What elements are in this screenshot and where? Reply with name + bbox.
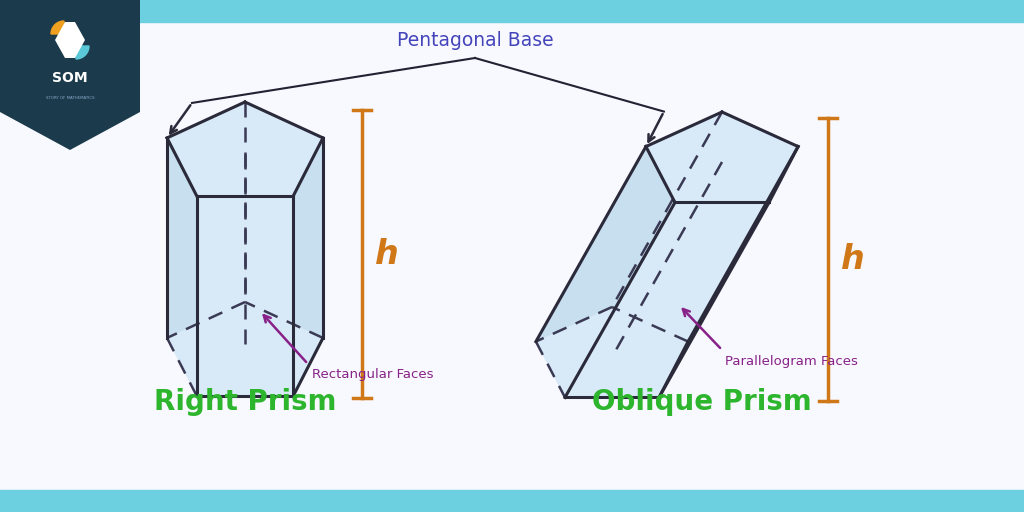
Polygon shape bbox=[55, 40, 85, 58]
Polygon shape bbox=[565, 202, 769, 397]
Polygon shape bbox=[646, 112, 798, 202]
Polygon shape bbox=[167, 302, 323, 396]
Polygon shape bbox=[536, 307, 688, 397]
Polygon shape bbox=[536, 146, 675, 397]
Polygon shape bbox=[197, 196, 293, 396]
Bar bbox=[0, 490, 1024, 512]
Text: h: h bbox=[375, 238, 399, 270]
Polygon shape bbox=[659, 146, 798, 397]
Wedge shape bbox=[76, 46, 89, 59]
Text: SOM: SOM bbox=[52, 71, 88, 85]
Text: Parallelogram Faces: Parallelogram Faces bbox=[725, 355, 858, 368]
Text: Pentagonal Base: Pentagonal Base bbox=[396, 31, 553, 50]
Text: h: h bbox=[841, 243, 865, 276]
Polygon shape bbox=[55, 22, 85, 40]
Polygon shape bbox=[293, 138, 323, 396]
Text: Right Prism: Right Prism bbox=[154, 388, 336, 416]
Text: Rectangular Faces: Rectangular Faces bbox=[312, 368, 433, 381]
Bar bbox=[0, 0, 1024, 22]
Polygon shape bbox=[167, 138, 197, 396]
Text: Oblique Prism: Oblique Prism bbox=[592, 388, 812, 416]
Polygon shape bbox=[167, 102, 323, 196]
Text: STORY OF MATHEMATICS: STORY OF MATHEMATICS bbox=[46, 96, 94, 100]
Polygon shape bbox=[0, 0, 140, 150]
Wedge shape bbox=[51, 21, 63, 34]
